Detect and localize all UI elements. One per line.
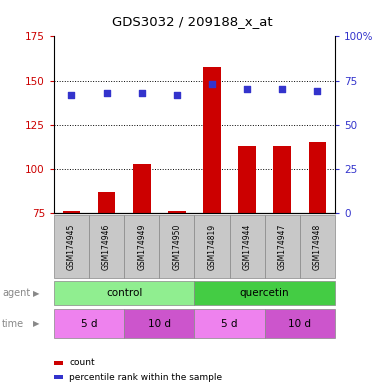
Bar [194, 281, 335, 305]
Text: control: control [106, 288, 142, 298]
Text: GSM174948: GSM174948 [313, 223, 322, 270]
Point [174, 92, 180, 98]
Text: ▶: ▶ [33, 319, 39, 328]
Point [104, 90, 110, 96]
Point [209, 81, 215, 87]
Text: ▶: ▶ [33, 289, 39, 298]
Bar [55, 375, 62, 379]
Bar [309, 142, 326, 213]
Bar [229, 215, 265, 278]
Text: 10 d: 10 d [288, 318, 311, 329]
Point [314, 88, 320, 94]
Text: GSM174946: GSM174946 [102, 223, 111, 270]
Text: GSM174819: GSM174819 [208, 223, 216, 270]
Point [244, 86, 250, 93]
Bar [54, 309, 124, 338]
Bar [124, 309, 194, 338]
Text: agent: agent [2, 288, 30, 298]
Bar [98, 192, 116, 213]
Bar [273, 146, 291, 213]
Bar [238, 146, 256, 213]
Bar [89, 215, 124, 278]
Bar [55, 361, 62, 365]
Bar [63, 211, 80, 213]
Bar [194, 215, 229, 278]
Bar [159, 215, 194, 278]
Bar [194, 309, 265, 338]
Text: 5 d: 5 d [221, 318, 238, 329]
Bar [133, 164, 151, 213]
Text: percentile rank within the sample: percentile rank within the sample [69, 372, 223, 382]
Point [279, 86, 285, 93]
Bar [265, 309, 335, 338]
Text: GSM174950: GSM174950 [172, 223, 181, 270]
Bar [54, 215, 89, 278]
Bar [265, 215, 300, 278]
Bar [124, 215, 159, 278]
Text: count: count [69, 358, 95, 367]
Bar [168, 211, 186, 213]
Text: GSM174944: GSM174944 [243, 223, 252, 270]
Text: 10 d: 10 d [148, 318, 171, 329]
Text: GDS3032 / 209188_x_at: GDS3032 / 209188_x_at [112, 15, 273, 28]
Text: quercetin: quercetin [240, 288, 290, 298]
Text: GSM174945: GSM174945 [67, 223, 76, 270]
Text: GSM174947: GSM174947 [278, 223, 287, 270]
Point [139, 90, 145, 96]
Bar [203, 66, 221, 213]
Bar [300, 215, 335, 278]
Point [69, 92, 75, 98]
Text: GSM174949: GSM174949 [137, 223, 146, 270]
Bar [54, 281, 194, 305]
Text: time: time [2, 318, 24, 329]
Text: 5 d: 5 d [81, 318, 97, 329]
